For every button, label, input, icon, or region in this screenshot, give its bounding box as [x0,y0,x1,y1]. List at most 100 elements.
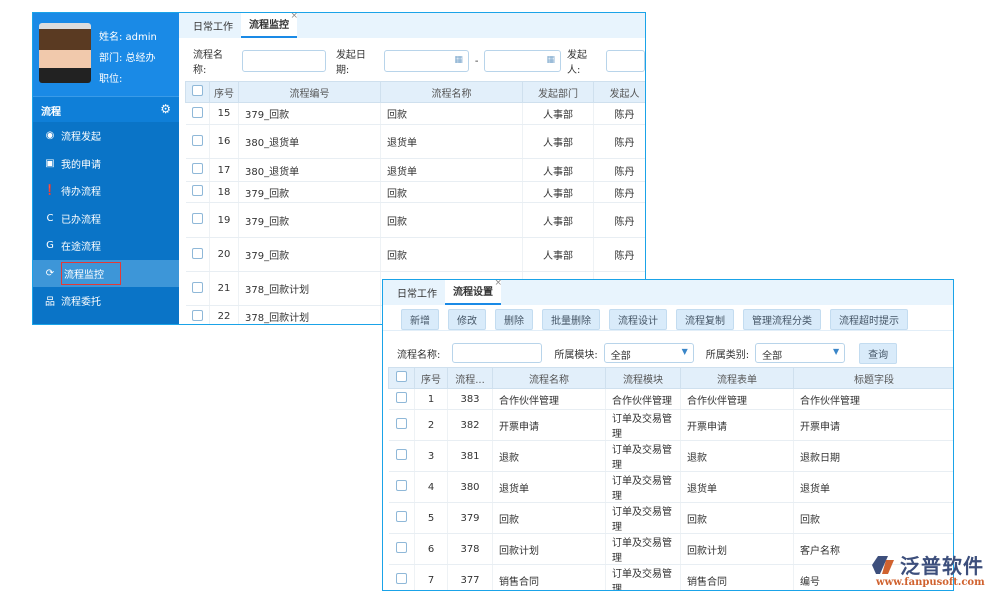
tab[interactable]: 日常工作 [185,13,241,38]
table-row[interactable]: 20 379_回款 回款 人事部 陈丹 [185,237,645,272]
sidebar-item[interactable]: G 在途流程 [33,232,179,260]
user-title: 职位: [99,74,123,85]
row-checkbox[interactable] [388,388,415,410]
category-label: 所属类别: [705,349,750,361]
row-checkbox[interactable] [185,158,210,182]
nav-header-label: 流程 [41,107,61,118]
table-cell: 回款 [380,202,523,238]
column-header[interactable]: 发起人 [593,81,645,103]
column-header[interactable]: 流程名称 [380,81,523,103]
process-monitor-window: 姓名: admin 部门: 总经办 职位: 流程 ⚙ ◉ 流程发起 ▣ 我的申请 ❗ 待办流… [32,12,646,325]
table-cell: 15 [209,102,239,125]
tab[interactable]: 流程设置 × [445,279,502,305]
column-header[interactable]: 序号 [209,81,239,103]
process-name-input[interactable] [241,50,326,72]
column-header[interactable]: 标题字段 [793,367,953,389]
column-header[interactable]: 序号 [414,367,448,389]
table-cell: 退货单 [793,471,953,503]
table-cell: 22 [209,305,239,324]
sidebar-item[interactable]: ▣ 我的申请 [33,150,179,178]
logo-name: 泛普软件 [900,554,984,578]
row-checkbox[interactable] [388,409,415,441]
date-label: 发起日期: [335,50,366,76]
start-date-input[interactable]: ▦ [384,50,469,72]
table-cell: 5 [414,502,448,534]
select-all-checkbox[interactable] [185,81,210,103]
category-select[interactable]: 全部 ▼ [755,343,846,363]
table-row[interactable]: 15 379_回款 回款 人事部 陈丹 [185,102,645,125]
query-button[interactable]: 查询 [859,342,898,364]
row-checkbox[interactable] [185,237,210,272]
table-row[interactable]: 19 379_回款 回款 人事部 陈丹 [185,202,645,238]
table-cell: 3 [414,440,448,472]
tab-bar: 日常工作 流程监控 × [179,13,645,38]
toolbar-button[interactable]: 修改 [448,309,486,330]
table-cell: 陈丹 [593,102,645,125]
end-date-input[interactable]: ▦ [484,50,562,72]
logo-mark-icon [872,556,894,574]
table-cell: 退货单 [380,158,523,182]
table-cell: 陈丹 [593,124,645,159]
row-checkbox[interactable] [185,102,210,125]
process-name-input[interactable] [452,343,543,363]
toolbar-button[interactable]: 流程超时提示 [830,309,908,330]
table-cell: 回款 [380,181,523,203]
column-header[interactable]: 流程名称 [492,367,606,389]
table-row[interactable]: 2 382 开票申请 订单及交易管理 开票申请 开票申请 [388,409,953,441]
sync-icon: ⟳ [45,267,55,279]
toolbar-button[interactable]: 删除 [495,309,533,330]
row-checkbox[interactable] [388,564,415,590]
row-checkbox[interactable] [185,202,210,238]
toolbar-button[interactable]: 批量删除 [542,309,600,330]
row-checkbox[interactable] [185,181,210,203]
column-header[interactable]: 流程模块 [605,367,681,389]
row-checkbox[interactable] [388,502,415,534]
column-header[interactable]: 流程表单 [680,367,794,389]
sidebar-item-label: 流程发起 [61,132,101,144]
select-all-checkbox[interactable] [388,367,415,389]
table-row[interactable]: 6 378 回款计划 订单及交易管理 回款计划 客户名称 [388,533,953,565]
table-cell: 17 [209,158,239,182]
table-row[interactable]: 18 379_回款 回款 人事部 陈丹 [185,181,645,203]
module-select[interactable]: 全部 ▼ [603,343,694,363]
dropdown-arrow-icon: ▼ [832,347,840,356]
table-cell: 退款日期 [793,440,953,472]
column-header[interactable]: 流程编号 [238,81,381,103]
column-header[interactable]: 发起部门 [522,81,594,103]
sidebar-item[interactable]: C 已办流程 [33,205,179,233]
table-row[interactable]: 3 381 退款 订单及交易管理 退款 退款日期 [388,440,953,472]
table-row[interactable]: 7 377 销售合同 订单及交易管理 销售合同 编号 [388,564,953,590]
row-checkbox[interactable] [185,124,210,159]
tab[interactable]: 流程监控 × [241,12,298,38]
row-checkbox[interactable] [388,533,415,565]
close-icon[interactable]: × [290,12,298,21]
initiator-input[interactable] [605,50,645,72]
table-cell: 退款 [492,440,606,472]
toolbar-button[interactable]: 流程复制 [676,309,734,330]
table-row[interactable]: 1 383 合作伙伴管理 合作伙伴管理 合作伙伴管理 合作伙伴管理 [388,388,953,410]
row-checkbox[interactable] [185,305,210,324]
sidebar-item[interactable]: 品流程委托 [33,287,179,315]
table-row[interactable]: 5 379 回款 订单及交易管理 回款 回款 [388,502,953,534]
column-header[interactable]: 流程... [447,367,493,389]
table-cell: 379_回款 [238,102,381,125]
tab[interactable]: 日常工作 [389,280,445,305]
table-cell: 381 [447,440,493,472]
sidebar-item[interactable]: ❗ 待办流程 [33,177,179,205]
table-cell: 6 [414,533,448,565]
table-row[interactable]: 4 380 退货单 订单及交易管理 退货单 退货单 [388,471,953,503]
row-checkbox[interactable] [185,271,210,306]
table-row[interactable]: 17 380_退货单 退货单 人事部 陈丹 [185,158,645,182]
sidebar-item[interactable]: ⟳ 流程监控 [33,259,179,287]
close-icon[interactable]: × [494,279,502,288]
table-cell: 人事部 [522,124,594,159]
sidebar-item[interactable]: ◉ 流程发起 [33,122,179,150]
row-checkbox[interactable] [388,471,415,503]
toolbar-button[interactable]: 流程设计 [609,309,667,330]
table-cell: 合作伙伴管理 [680,388,794,410]
toolbar-button[interactable]: 新增 [401,309,439,330]
gear-icon[interactable]: ⚙ [160,102,171,116]
table-row[interactable]: 16 380_退货单 退货单 人事部 陈丹 [185,124,645,159]
toolbar-button[interactable]: 管理流程分类 [743,309,821,330]
row-checkbox[interactable] [388,440,415,472]
